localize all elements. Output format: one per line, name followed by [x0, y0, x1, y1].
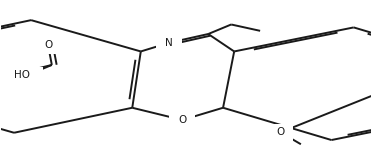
Text: O: O	[276, 127, 285, 137]
Text: HO: HO	[14, 70, 30, 80]
Text: O: O	[178, 115, 186, 125]
Text: O: O	[44, 40, 52, 50]
Bar	[169, 111, 195, 129]
Bar	[0, 67, 43, 84]
Text: N: N	[166, 38, 173, 48]
Bar	[156, 34, 182, 52]
Bar	[267, 124, 294, 141]
Bar	[35, 37, 61, 54]
